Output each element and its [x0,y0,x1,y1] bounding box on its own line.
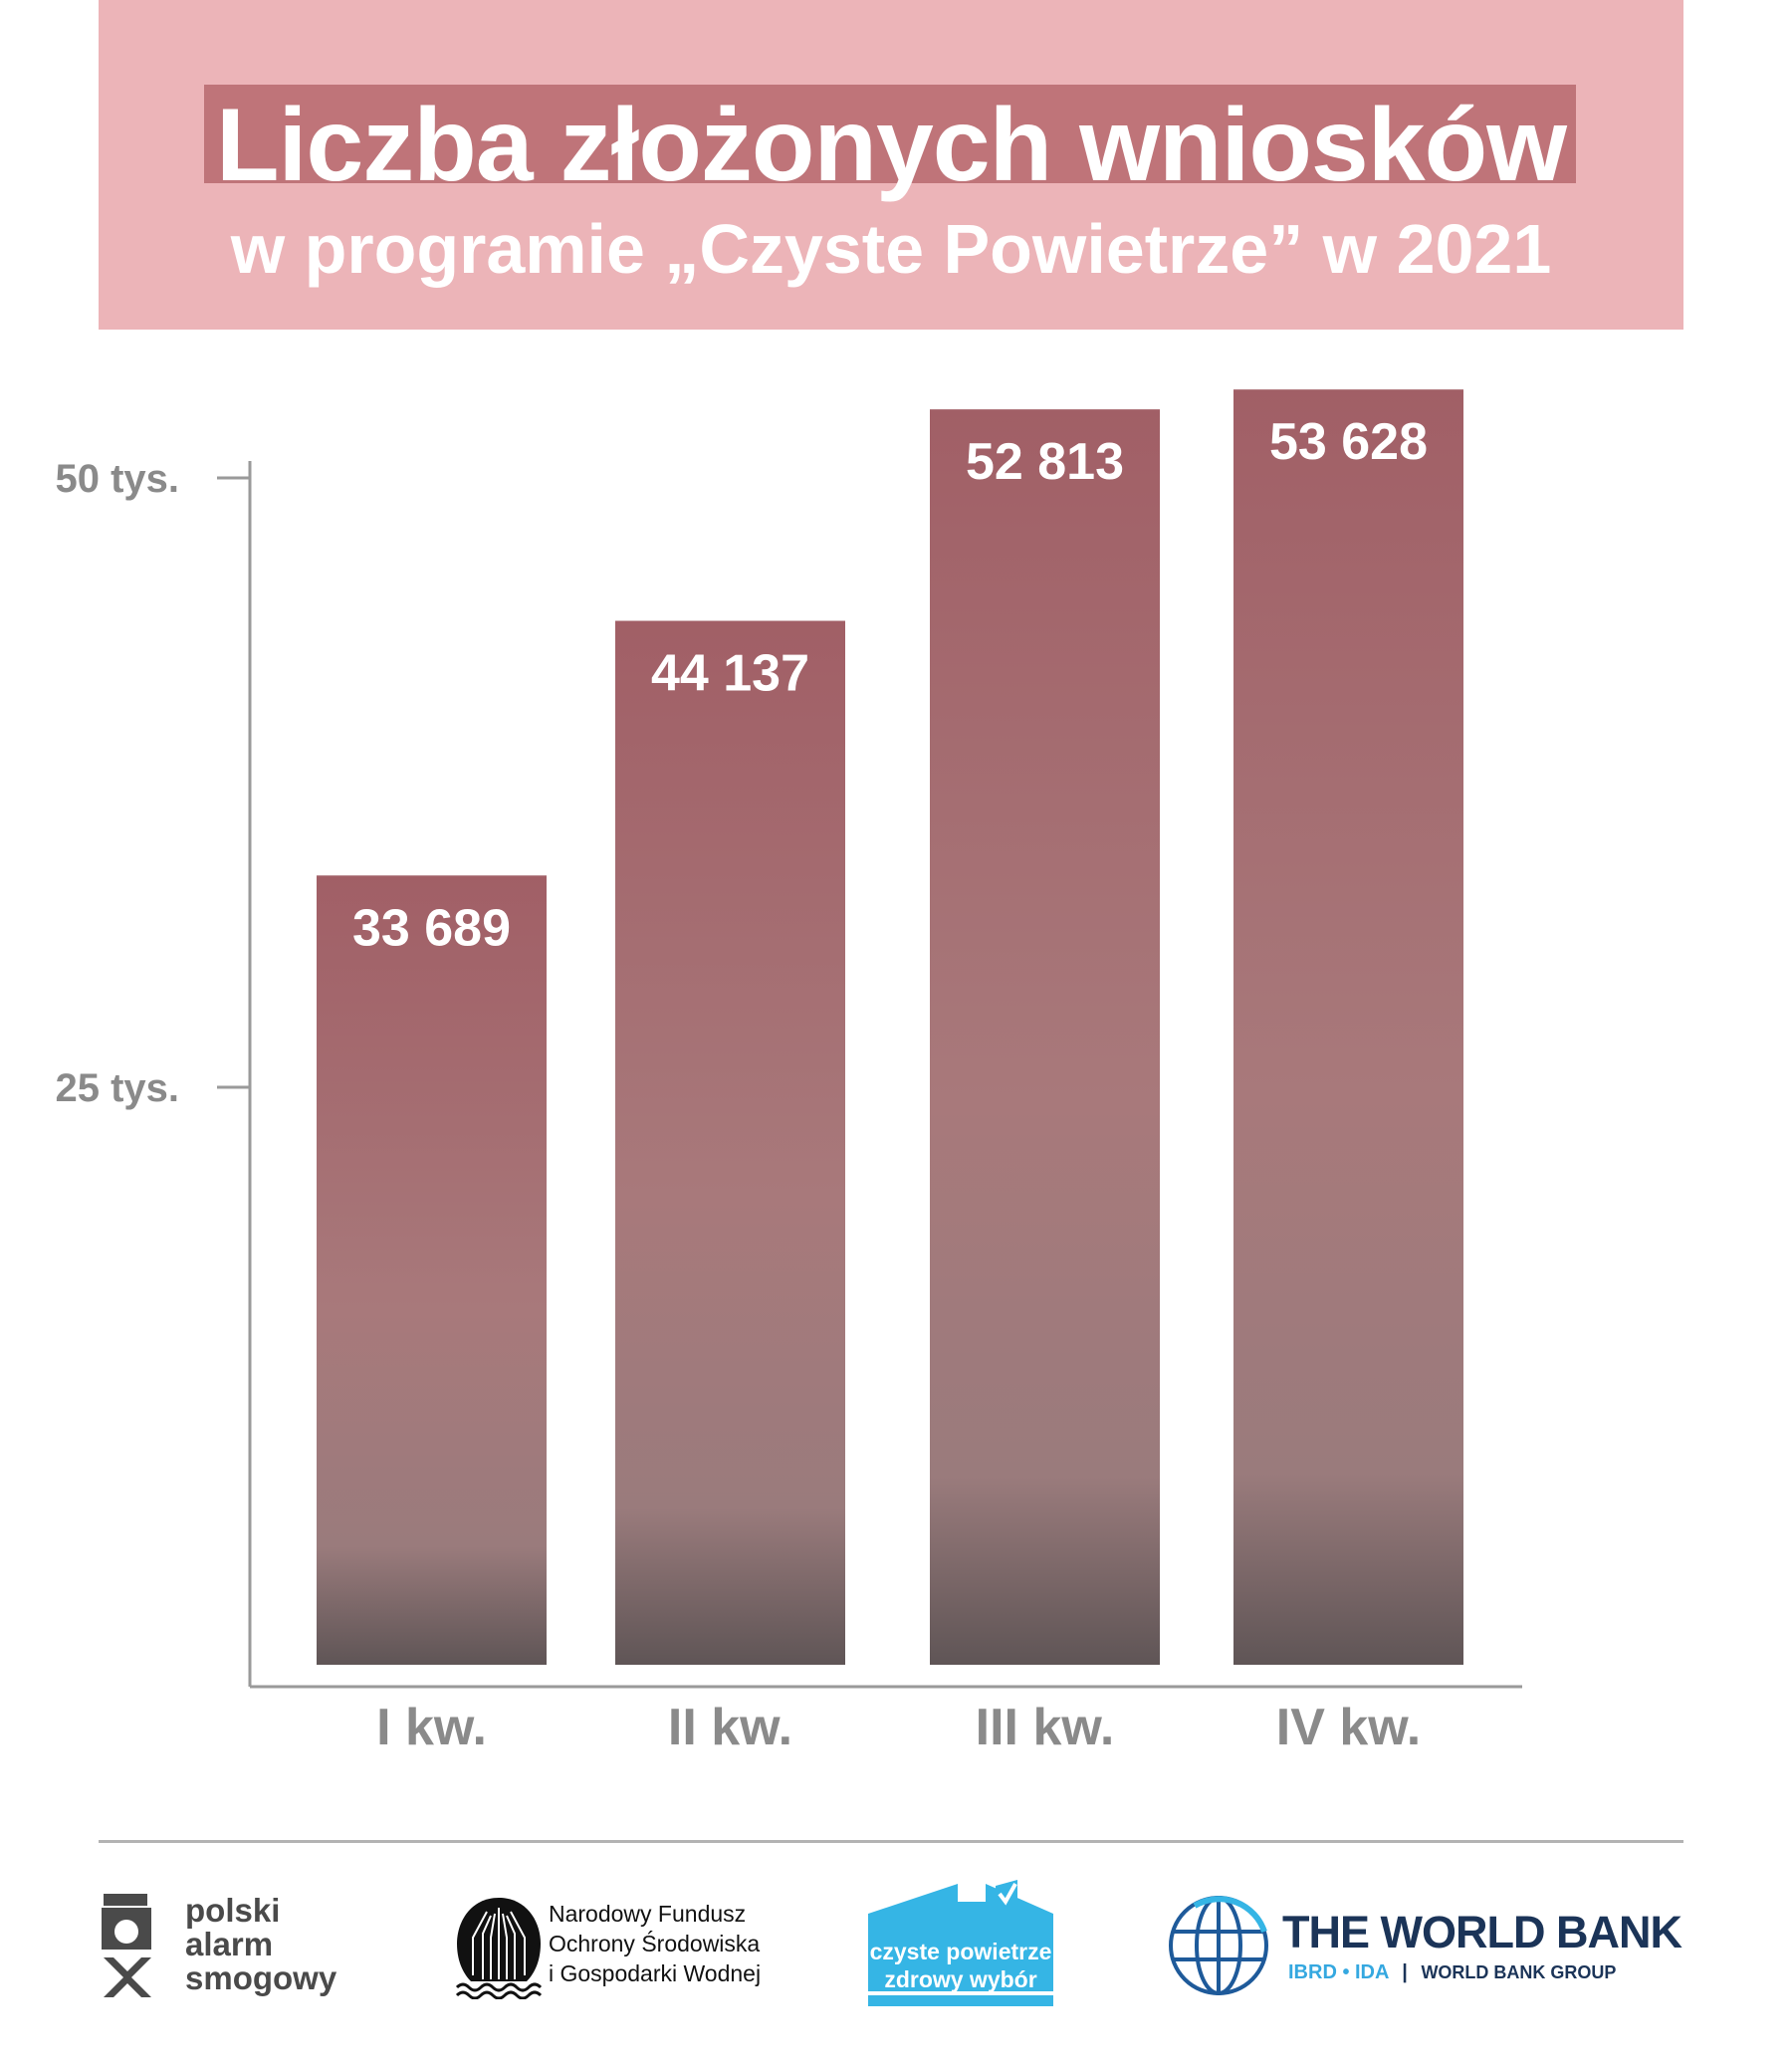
x-tick-label: III kw. [976,1699,1115,1756]
bar-value-label: 33 689 [352,899,511,957]
world-bank-title: THE WORLD BANK [1282,1907,1682,1957]
nfos-emblem-icon [455,1898,543,2000]
smog-mask-icon [102,1894,151,1997]
x-tick-label: I kw. [376,1699,487,1756]
polski-alarm-smogowy-logo: polski alarm smogowy [98,1894,376,2003]
czyste-powietrze-logo: czyste powietrze zdrowy wybór [868,1880,1053,2007]
logo-line: Ochrony Środowiska [549,1931,761,1956]
bar-3 [930,409,1160,1666]
bar-4 [1233,389,1463,1666]
y-tick-label: 25 tys. [55,1066,179,1110]
nfosigw-logo: Narodowy Fundusz Ochrony Środowiska i Go… [453,1894,782,2003]
ibrd-ida-label: IBRD • IDA [1288,1961,1389,1983]
logo-line: smogowy [185,1959,337,1996]
logo-line: Narodowy Fundusz [549,1901,747,1927]
y-tick-label: 50 tys. [55,457,179,501]
house-check-icon [868,1880,1053,2006]
bar-2 [615,620,845,1665]
bar-value-label: 44 137 [651,645,809,703]
bar-value-label: 52 813 [966,433,1124,491]
logo-line: i Gospodarki Wodnej [549,1960,762,1986]
footer-divider [99,1840,1683,1843]
separator: | [1402,1961,1408,1983]
page-subtitle: w programie „Czyste Powietrze” w 2021 [230,210,1552,288]
logo-line: alarm [185,1926,274,1962]
bar-value-label: 53 628 [1269,413,1428,471]
logo-line: polski [185,1892,281,1929]
world-bank-subtitle: IBRD • IDA | WORLD BANK GROUP [1288,1961,1616,1984]
x-tick-label: IV kw. [1276,1699,1421,1756]
globe-icon [1169,1896,1268,1995]
czyste-powietrze-text: czyste powietrze zdrowy wybór [868,1938,1053,1993]
nfos-text: Narodowy Fundusz Ochrony Środowiska i Go… [549,1899,761,1988]
page-title: Liczba złożonych wniosków [215,88,1567,203]
title-highlight [204,85,1576,183]
logo-line: czyste powietrze [869,1939,1052,1964]
bar-1 [317,875,547,1665]
world-bank-group-label: WORLD BANK GROUP [1421,1962,1617,1982]
logo-line: zdrowy wybór [884,1966,1037,1992]
x-tick-label: II kw. [668,1699,792,1756]
world-bank-logo: THE WORLD BANK IBRD • IDA | WORLD BANK G… [1165,1892,1692,2001]
polski-alarm-smogowy-text: polski alarm smogowy [185,1894,336,1995]
